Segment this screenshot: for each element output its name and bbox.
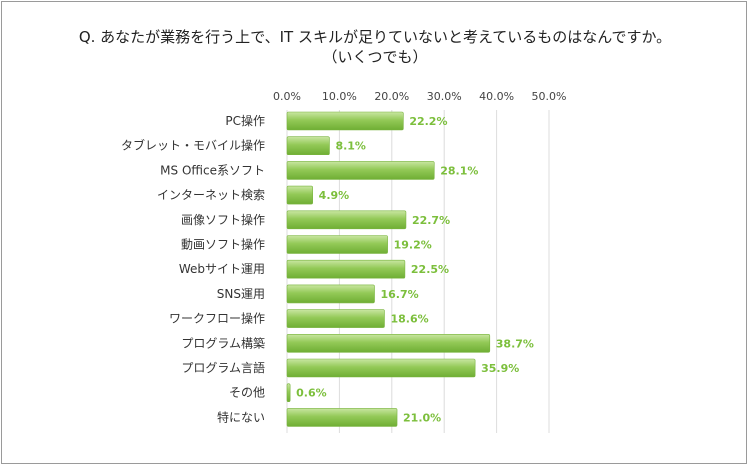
bar (286, 111, 404, 131)
data-label: 28.1% (440, 164, 478, 177)
bar (286, 185, 313, 205)
category-label: その他 (229, 386, 265, 400)
x-tick-label: 0.0% (273, 90, 301, 103)
x-tick-label: 10.0% (322, 90, 357, 103)
data-label: 35.9% (481, 362, 519, 375)
category-label: プログラム構築 (181, 335, 265, 350)
bar (286, 136, 330, 155)
category-label: MS Office系ソフト (160, 163, 265, 177)
bar (286, 235, 388, 254)
data-label: 16.7% (381, 288, 419, 301)
bar (286, 358, 476, 378)
bar (286, 383, 291, 403)
bar (286, 333, 491, 353)
bar (286, 408, 398, 427)
data-label: 21.0% (403, 411, 441, 424)
category-label: インターネット検索 (157, 188, 265, 202)
data-label: 22.2% (409, 115, 447, 128)
category-label: PC操作 (225, 113, 265, 128)
category-label: Webサイト運用 (179, 262, 265, 276)
data-label: 19.2% (394, 239, 432, 252)
chart-title-line-1: Q. あなたが業務を行う上で、IT スキルが足りていないと考えているものはなんで… (78, 28, 672, 46)
x-tick-label: 30.0% (427, 90, 462, 103)
data-label: 8.1% (335, 140, 366, 153)
data-label: 0.6% (296, 387, 327, 400)
bar (286, 259, 406, 279)
bar (286, 210, 407, 230)
data-label: 4.9% (319, 189, 350, 202)
chart-title-line-2: （いくつでも） (322, 48, 428, 66)
bar (286, 309, 385, 328)
data-label: 38.7% (496, 337, 534, 350)
data-label: 22.7% (412, 214, 450, 227)
x-tick-label: 50.0% (532, 90, 567, 103)
data-label: 18.6% (390, 313, 428, 326)
category-label: プログラム言語 (181, 360, 265, 375)
category-label: ワークフロー操作 (169, 311, 265, 326)
category-label: 特にない (217, 409, 265, 424)
category-label: SNS運用 (217, 287, 265, 301)
bar (286, 161, 435, 180)
chart-title: Q. あなたが業務を行う上で、IT スキルが足りていないと考えているものはなんで… (0, 27, 750, 67)
x-tick-label: 40.0% (479, 90, 514, 103)
bar (286, 284, 375, 304)
category-label: 動画ソフト操作 (181, 237, 265, 252)
category-label: 画像ソフト操作 (181, 212, 265, 227)
x-tick-label: 20.0% (374, 90, 409, 103)
category-label: タブレット・モバイル操作 (121, 138, 265, 153)
data-label: 22.5% (411, 263, 449, 276)
